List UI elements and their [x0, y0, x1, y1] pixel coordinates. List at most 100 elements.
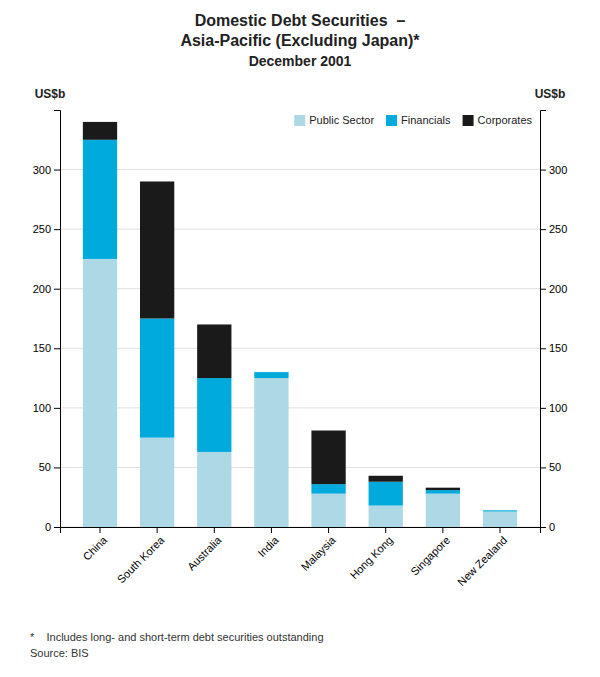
tick: 100	[33, 402, 60, 414]
tick-mark	[328, 527, 329, 533]
bar	[83, 122, 117, 140]
grid-line	[60, 467, 540, 468]
bar	[311, 484, 345, 494]
tick-label: 0	[549, 521, 555, 533]
y-axis: 0 50 100 150 200 250 300	[33, 111, 61, 534]
bar	[83, 259, 117, 527]
footnotes: * Includes long- and short-term debt sec…	[30, 631, 324, 659]
legend-label: Corporates	[478, 114, 533, 126]
title-line: Domestic Debt Securities –	[195, 12, 406, 29]
tick-label: 300	[33, 164, 51, 176]
tick-mark	[214, 527, 215, 533]
bar	[369, 476, 403, 482]
tick: Malaysia	[299, 527, 339, 573]
bar	[254, 372, 288, 378]
footnote: * Includes long- and short-term debt sec…	[30, 631, 324, 643]
tick-label: 100	[33, 402, 51, 414]
tick-label: 250	[549, 223, 567, 235]
grid-line	[60, 288, 540, 289]
tick-label: 200	[549, 283, 567, 295]
bar	[369, 506, 403, 527]
tick-mark	[54, 229, 60, 230]
bar	[426, 488, 460, 490]
legend-swatch	[294, 115, 305, 126]
tick: India	[255, 527, 281, 559]
bar	[483, 512, 517, 527]
grid-line	[60, 407, 540, 408]
grid-line	[60, 348, 540, 349]
legend-item: Public Sector	[294, 114, 374, 126]
tick: 200	[33, 283, 60, 295]
tick: 0	[540, 521, 555, 533]
tick: 0	[45, 521, 60, 533]
title-line: December 2001	[249, 53, 352, 69]
grid-line	[60, 229, 540, 230]
tick: 300	[540, 164, 567, 176]
footnote: Source: BIS	[30, 647, 89, 659]
chart: Domestic Debt Securities – Asia-Pacific (…	[0, 0, 600, 677]
x-axis: ChinaSouth Korea Australia India MalaysiaHo…	[61, 527, 541, 588]
tick-mark	[540, 467, 546, 468]
tick-mark	[54, 408, 60, 409]
plot: 0 50 100 150 200 250 300 0 50 100 150 200 250 300 Chin…	[33, 111, 568, 589]
tick: 250	[540, 223, 567, 235]
tick-label: 150	[549, 342, 567, 354]
tick-label: 50	[549, 461, 561, 473]
tick: 150	[33, 342, 60, 354]
tick-mark	[540, 229, 546, 230]
tick: South Korea	[115, 527, 167, 586]
y-axis-title: US$b	[35, 87, 66, 101]
axis-line	[61, 528, 541, 534]
tick-label: 150	[33, 342, 51, 354]
series	[83, 140, 517, 512]
bar	[254, 372, 288, 373]
tick: 50	[39, 461, 60, 473]
tick: 50	[540, 461, 561, 473]
bar	[483, 510, 517, 511]
bar	[369, 482, 403, 506]
tick-mark	[54, 348, 60, 349]
tick-label: India	[255, 533, 281, 559]
tick-label: Australia	[185, 533, 224, 572]
tick-mark	[540, 170, 546, 171]
y2-axis-title: US$b	[535, 87, 566, 101]
tick-mark	[54, 170, 60, 171]
bar	[426, 494, 460, 527]
bar	[140, 438, 174, 527]
legend-swatch	[463, 115, 474, 126]
title: Domestic Debt Securities – Asia-Pacific (…	[180, 12, 420, 69]
tick: 300	[33, 164, 60, 176]
tick-mark	[54, 527, 60, 528]
tick-mark	[271, 527, 272, 533]
tick: New Zealand	[455, 527, 509, 588]
tick-label: New Zealand	[455, 534, 509, 588]
tick: Hong Kong	[348, 527, 395, 581]
tick-label: Singapore	[408, 534, 452, 578]
legend: Public Sector Financials Corporates	[294, 114, 532, 126]
y2-axis: 0 50 100 150 200 250 300	[540, 111, 567, 534]
tick-label: Hong Kong	[348, 534, 395, 581]
tick-label: China	[80, 533, 109, 562]
tick-mark	[500, 527, 501, 533]
title-line: Asia-Pacific (Excluding Japan)*	[180, 32, 420, 49]
tick-label: 0	[45, 521, 51, 533]
legend-item: Corporates	[463, 114, 533, 126]
tick-mark	[540, 289, 546, 290]
tick: 250	[33, 223, 60, 235]
tick-mark	[157, 527, 158, 533]
tick-label: 100	[549, 402, 567, 414]
grid-line	[60, 169, 540, 170]
tick-mark	[54, 289, 60, 290]
tick: 150	[540, 342, 567, 354]
bar	[140, 181, 174, 318]
grid	[60, 170, 540, 527]
tick: China	[80, 527, 109, 563]
series	[83, 122, 460, 490]
tick-label: 200	[33, 283, 51, 295]
tick-label: 250	[33, 223, 51, 235]
tick: 100	[540, 402, 567, 414]
tick-label: Malaysia	[299, 533, 339, 573]
bar	[197, 452, 231, 527]
tick-label: South Korea	[115, 533, 167, 585]
legend-item: Financials	[386, 114, 451, 126]
